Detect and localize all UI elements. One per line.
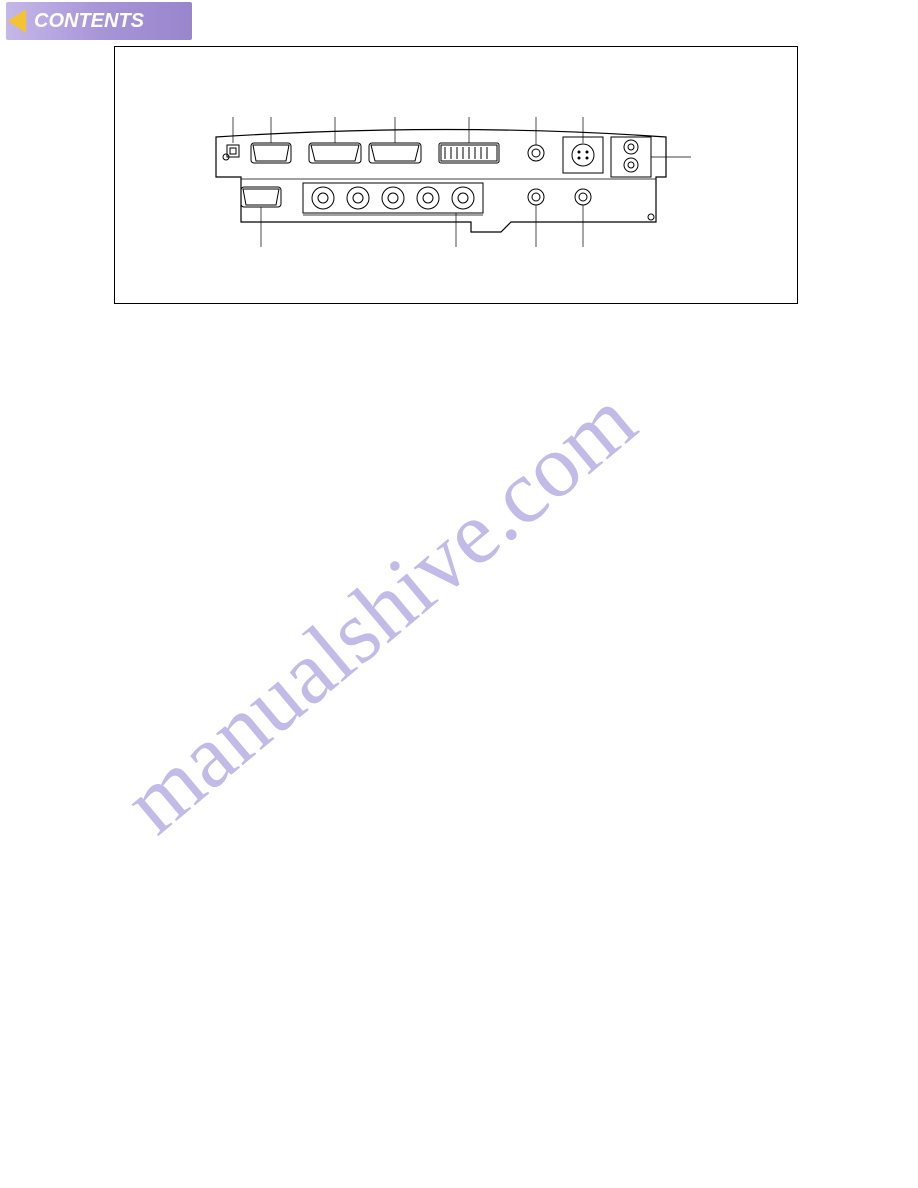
connector-diagram-box [114, 46, 798, 304]
watermark-text: manualshive.com [40, 315, 719, 908]
back-arrow-icon [8, 9, 26, 33]
rear-panel-diagram [211, 117, 691, 247]
contents-button[interactable]: CONTENTS [6, 2, 192, 40]
contents-label: CONTENTS [34, 10, 144, 33]
